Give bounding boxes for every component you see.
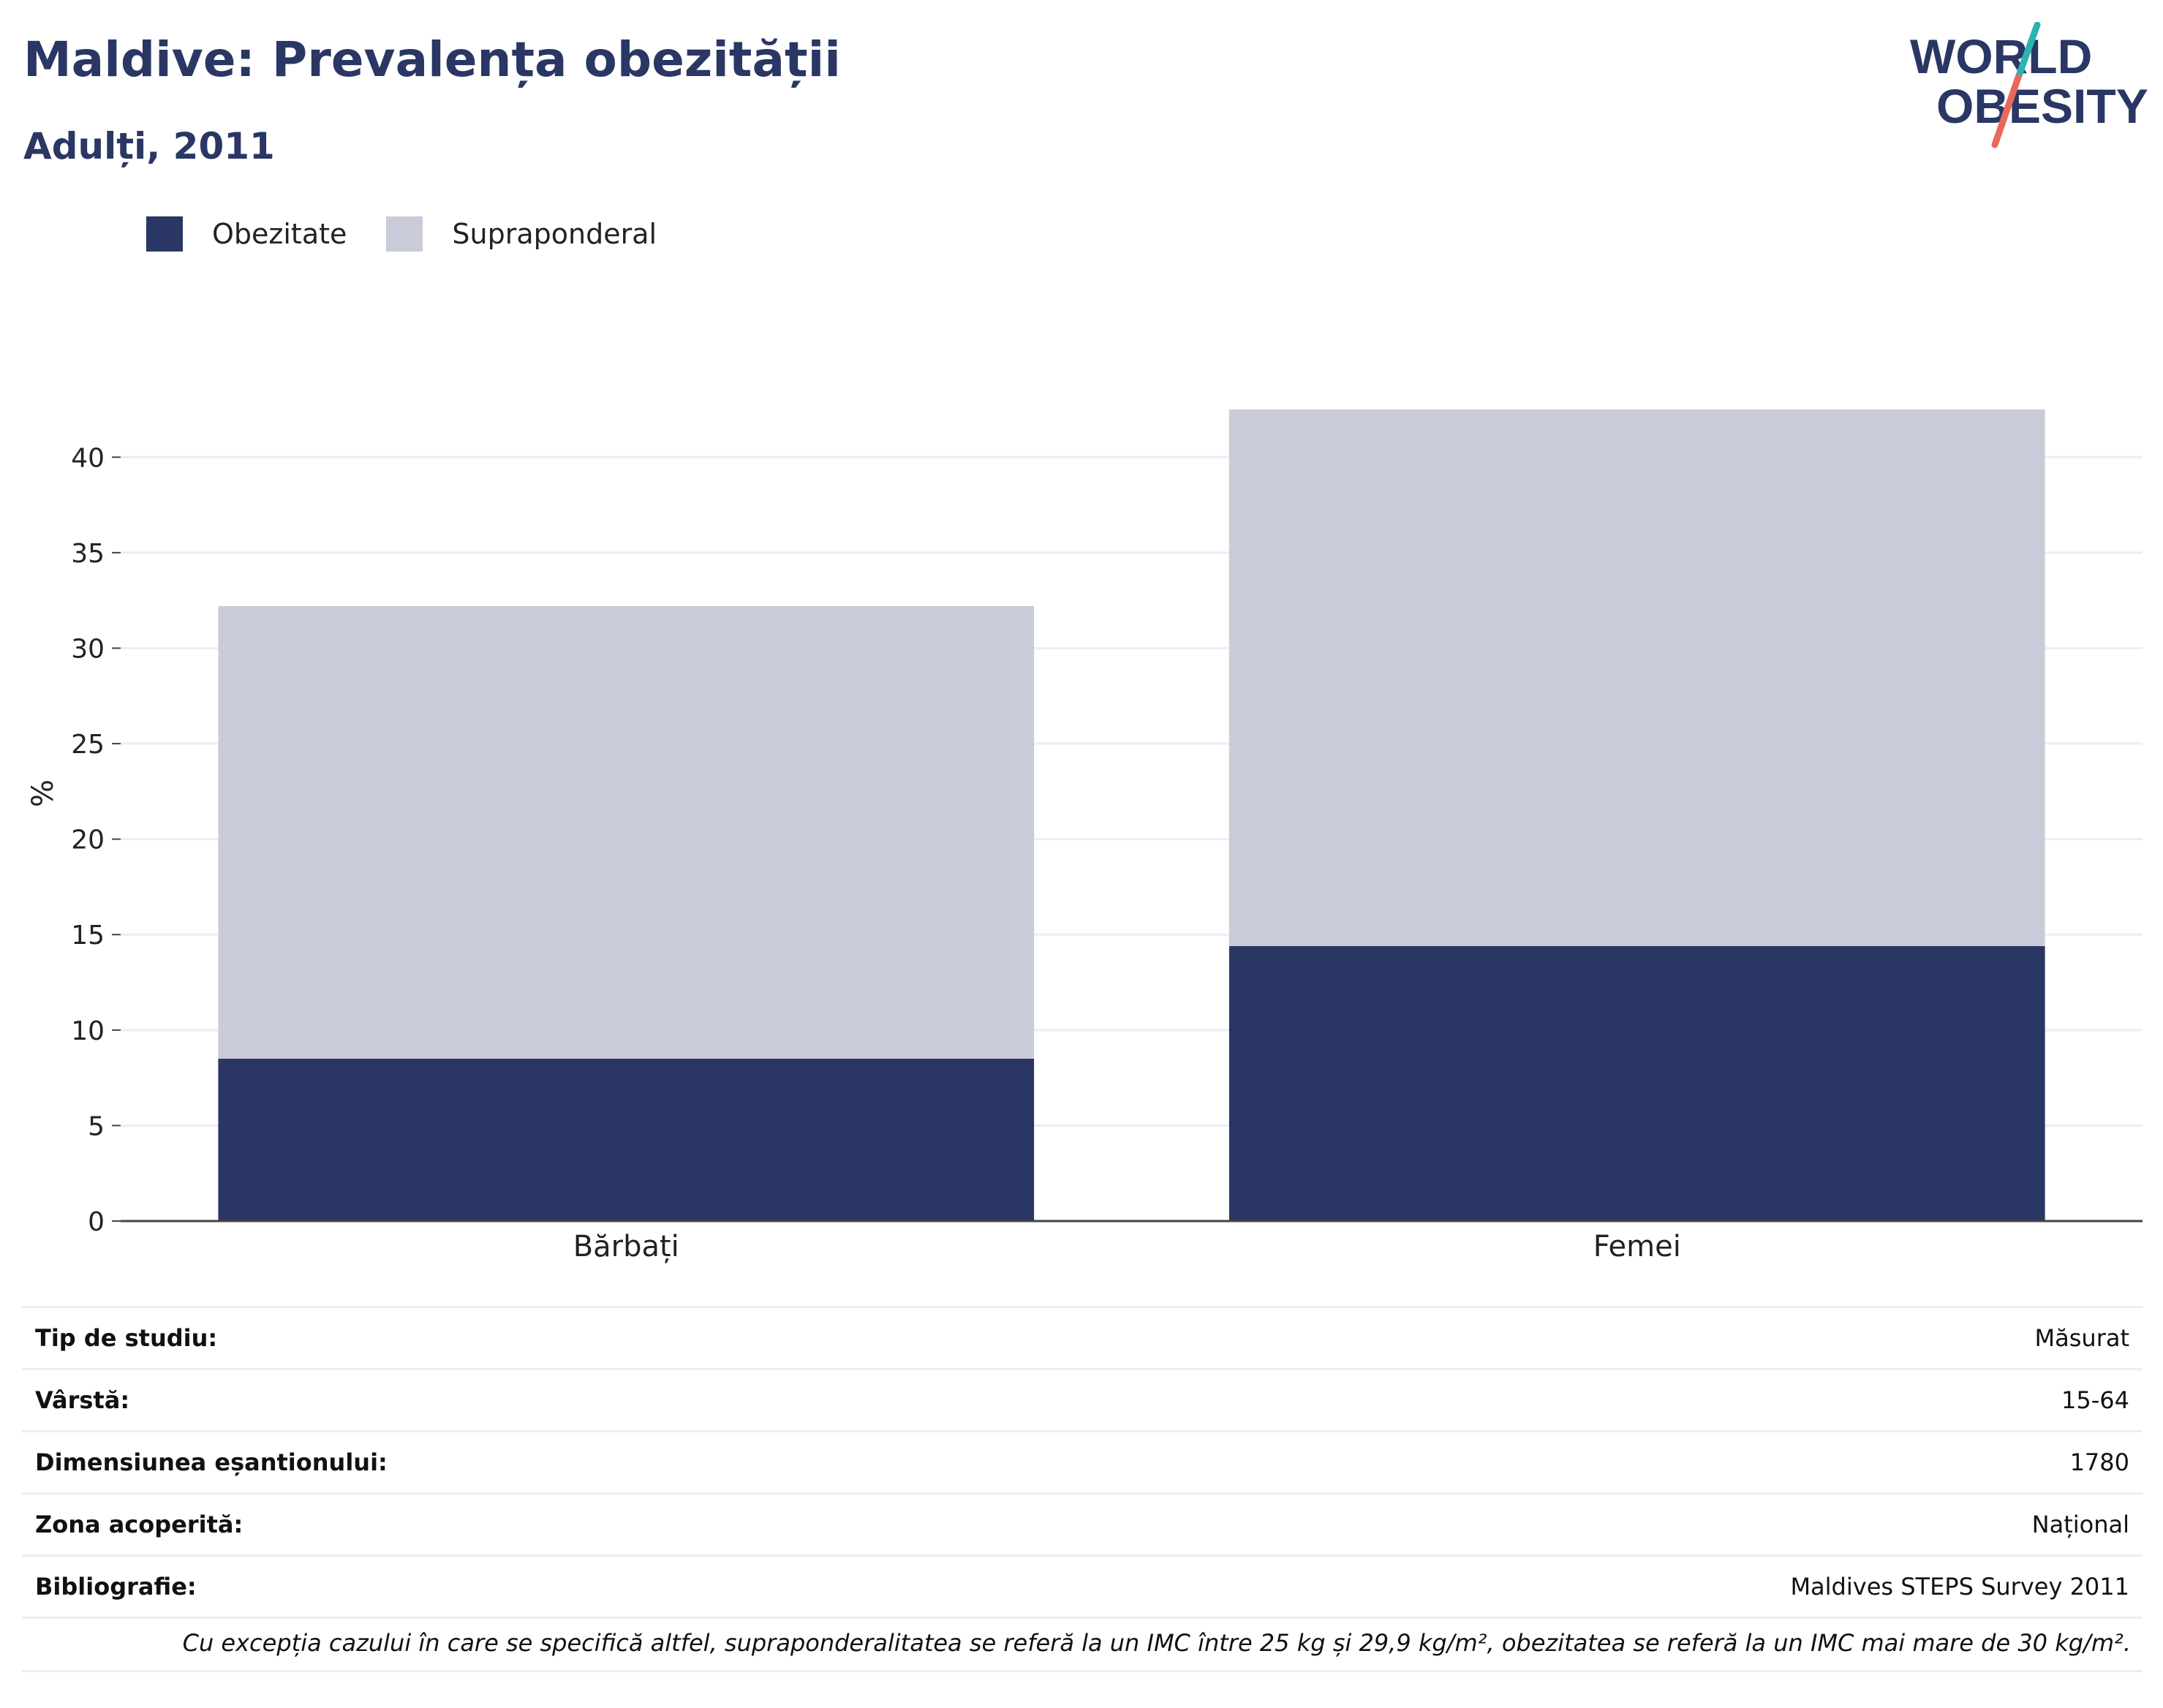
info-row-study-type: Tip de studiu: Măsurat <box>22 1306 2143 1369</box>
y-tick-label: 0 <box>88 1207 105 1237</box>
y-tick-label: 20 <box>71 825 105 855</box>
legend-swatch-overweight <box>386 216 423 252</box>
definition-note: Cu excepția cazului în care se specifică… <box>182 1629 2131 1657</box>
info-value: 1780 <box>1101 1430 2143 1494</box>
study-info-table: Tip de studiu: Măsurat Vârstă: 15-64 Dim… <box>22 1306 2143 1619</box>
y-tick-label: 35 <box>71 539 105 569</box>
legend-item-obesity[interactable]: Obezitate <box>146 216 347 252</box>
info-row-sample-size: Dimensiunea eșantionului: 1780 <box>22 1430 2143 1494</box>
y-tick-label: 10 <box>71 1016 105 1046</box>
x-tick-label: Bărbați <box>573 1230 679 1263</box>
info-label: Bibliografie: <box>22 1554 1102 1619</box>
info-value: Maldives STEPS Survey 2011 <box>1101 1554 2143 1619</box>
info-label: Tip de studiu: <box>22 1306 1102 1369</box>
legend-swatch-obesity <box>146 216 183 252</box>
info-label: Zona acoperită: <box>22 1492 1102 1556</box>
logo-text-obesity: OBESITY <box>1936 79 2148 133</box>
note-divider <box>22 1670 2143 1672</box>
world-obesity-logo: WORLD OBESITY <box>1910 22 2148 148</box>
info-label: Dimensiunea eșantionului: <box>22 1430 1102 1494</box>
legend-label-obesity: Obezitate <box>212 218 347 250</box>
info-value: Măsurat <box>1101 1306 2143 1369</box>
y-axis-title: % <box>26 779 60 807</box>
stacked-bar-chart: 0 5 10 15 20 25 30 35 40% Bărbați Femei <box>26 409 2143 1263</box>
info-value: Național <box>1101 1492 2143 1556</box>
info-row-coverage: Zona acoperită: Național <box>22 1492 2143 1556</box>
bar-obesity-men <box>218 1059 1035 1221</box>
legend-item-overweight[interactable]: Supraponderal <box>386 216 657 252</box>
info-row-bibliography: Bibliografie: Maldives STEPS Survey 2011 <box>22 1554 2143 1619</box>
info-value: 15-64 <box>1101 1368 2143 1432</box>
chart-legend: Obezitate Supraponderal <box>146 216 696 252</box>
y-tick-label: 15 <box>71 921 105 951</box>
x-tick-label: Femei <box>1593 1230 1681 1263</box>
y-tick-label: 30 <box>71 634 105 664</box>
logo-slash-bottom <box>1991 74 2022 148</box>
legend-label-overweight: Supraponderal <box>452 218 657 250</box>
y-tick-label: 5 <box>88 1111 105 1141</box>
logo-slash-top <box>2015 22 2041 81</box>
chart-title: Maldive: Prevalența obezității <box>23 31 841 88</box>
info-label: Vârstă: <box>22 1368 1102 1432</box>
y-tick-label: 25 <box>71 730 105 760</box>
y-tick-label: 40 <box>71 443 105 473</box>
bar-overweight-women <box>1228 409 2045 946</box>
chart-subtitle: Adulți, 2011 <box>23 125 275 167</box>
bar-obesity-women <box>1228 945 2045 1221</box>
bar-overweight-men <box>218 606 1035 1059</box>
info-row-age: Vârstă: 15-64 <box>22 1368 2143 1432</box>
logo-text-world: WORLD <box>1910 29 2092 83</box>
